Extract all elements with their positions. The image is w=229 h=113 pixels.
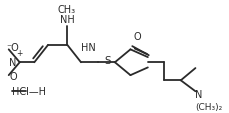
Text: NH: NH <box>60 14 74 24</box>
Text: N: N <box>9 57 17 67</box>
Text: O: O <box>134 32 142 42</box>
Text: +: + <box>16 48 23 57</box>
Text: (CH₃)₂: (CH₃)₂ <box>195 102 223 111</box>
Text: HCl—H: HCl—H <box>12 86 46 96</box>
Text: O: O <box>9 71 17 81</box>
Text: CH₃: CH₃ <box>58 5 76 15</box>
Text: HN: HN <box>81 43 96 53</box>
Text: ⁻O: ⁻O <box>6 43 19 53</box>
Text: N: N <box>195 89 203 99</box>
Text: S: S <box>104 56 111 66</box>
